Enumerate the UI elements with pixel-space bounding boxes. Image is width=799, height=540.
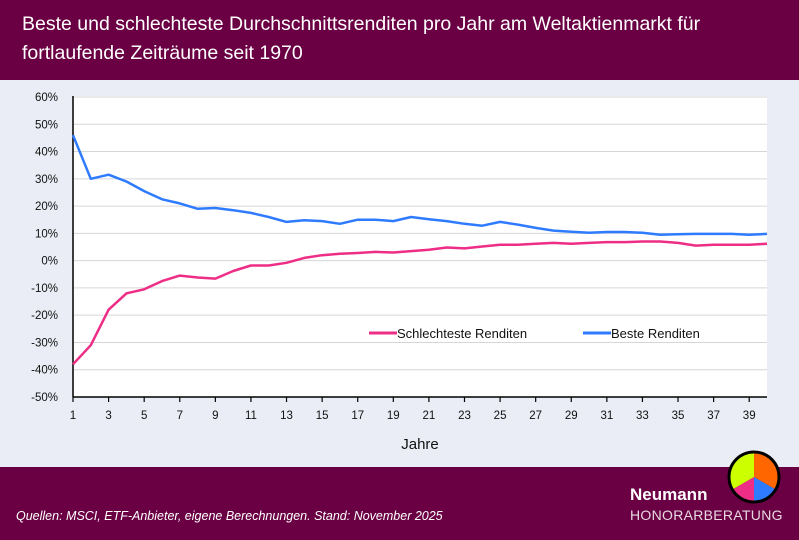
x-tick-label: 23 bbox=[458, 410, 471, 422]
y-tick-label: 0% bbox=[41, 256, 58, 268]
x-tick-label: 5 bbox=[141, 410, 147, 422]
y-tick-label: -50% bbox=[31, 392, 58, 404]
line-chart: 60% 50% 40% 30% 20% 10% 0% -10% -20% -30% -40% -50%… bbox=[31, 92, 768, 453]
x-tick-label: 33 bbox=[636, 410, 649, 422]
brand-subtitle: HONORARBERATUNG bbox=[630, 507, 783, 523]
x-tick-label: 9 bbox=[212, 410, 218, 422]
source-note: Quellen: MSCI, ETF-Anbieter, eigene Bere… bbox=[16, 509, 443, 523]
x-tick-label: 39 bbox=[743, 410, 756, 422]
footer-bar: Quellen: MSCI, ETF-Anbieter, eigene Bere… bbox=[0, 467, 799, 540]
y-tick-label: 30% bbox=[35, 174, 58, 186]
x-tick-label: 25 bbox=[494, 410, 507, 422]
y-tick-label: -10% bbox=[31, 283, 58, 295]
x-tick-label: 1 bbox=[70, 410, 76, 422]
y-tick-label: 40% bbox=[35, 147, 58, 159]
x-tick-label: 7 bbox=[177, 410, 183, 422]
y-tick-label: -40% bbox=[31, 365, 58, 377]
legend-label: Beste Renditen bbox=[611, 326, 700, 341]
x-tick-label: 29 bbox=[565, 410, 578, 422]
x-tick-label: 11 bbox=[245, 410, 257, 422]
x-tick-label: 17 bbox=[351, 410, 364, 422]
x-tick-label: 37 bbox=[707, 410, 720, 422]
x-tick-label: 35 bbox=[672, 410, 685, 422]
x-tick-label: 3 bbox=[105, 410, 111, 422]
brand-logo-icon bbox=[727, 450, 781, 504]
header-bar: Beste und schlechteste Durchschnittsrend… bbox=[0, 0, 799, 80]
x-tick-label: 21 bbox=[422, 410, 435, 422]
x-axis-label: Jahre bbox=[401, 436, 439, 453]
y-tick-label: 50% bbox=[35, 119, 58, 131]
x-tick-label: 13 bbox=[280, 410, 293, 422]
plot-area bbox=[73, 96, 767, 397]
y-tick-label: -20% bbox=[31, 310, 58, 322]
x-tick-label: 19 bbox=[387, 410, 400, 422]
y-tick-label: 60% bbox=[35, 92, 58, 104]
chart-title: Beste und schlechteste Durchschnittsrend… bbox=[22, 13, 701, 64]
series-line-1 bbox=[71, 134, 768, 236]
brand-name: Neumann bbox=[630, 485, 708, 504]
x-tick-label: 15 bbox=[316, 410, 329, 422]
x-tick-label: 31 bbox=[600, 410, 613, 422]
y-tick-label: -30% bbox=[31, 337, 58, 349]
series-line-0 bbox=[72, 240, 768, 366]
x-tick-label: 27 bbox=[529, 410, 542, 422]
legend-label: Schlechteste Renditen bbox=[397, 326, 527, 341]
logo-ring bbox=[727, 450, 781, 504]
y-tick-label: 20% bbox=[35, 201, 58, 213]
y-tick-label: 10% bbox=[35, 228, 58, 240]
